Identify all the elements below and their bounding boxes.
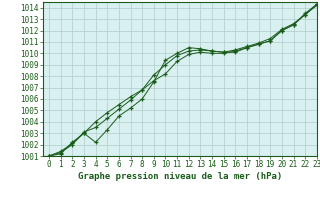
X-axis label: Graphe pression niveau de la mer (hPa): Graphe pression niveau de la mer (hPa) bbox=[78, 172, 282, 181]
